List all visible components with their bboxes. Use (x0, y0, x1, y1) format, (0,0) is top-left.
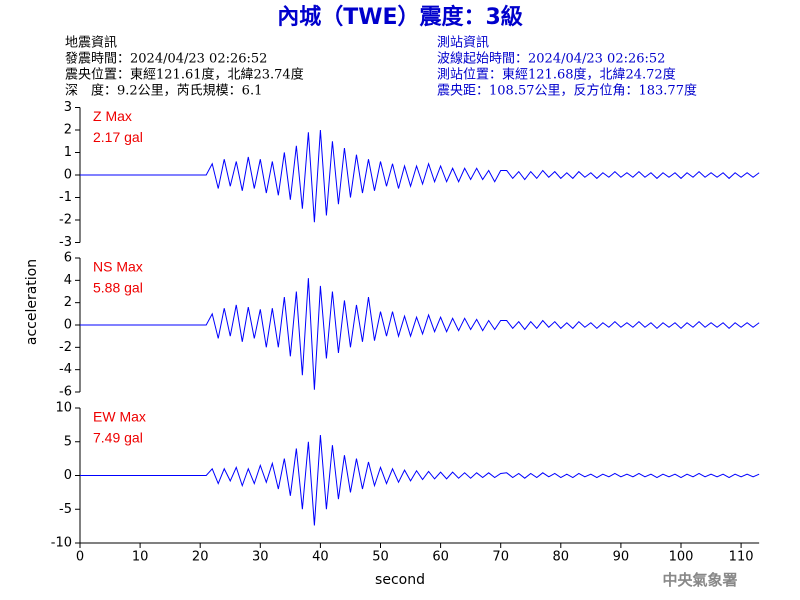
y-tick-label: 4 (64, 273, 72, 288)
y-tick-label: 0 (64, 318, 72, 333)
annotation: 2.17 gal (93, 129, 143, 145)
x-tick-label: 40 (312, 550, 329, 565)
annotation: EW Max (93, 409, 146, 425)
x-tick-label: 80 (553, 550, 570, 565)
annotation: Z Max (93, 108, 132, 124)
info-line: 震央距：108.57公里，反方位角：183.77度 (437, 83, 697, 99)
y-tick-label: 6 (64, 251, 72, 266)
info-line: 波線起始時間：2024/04/23 02:26:52 (437, 51, 665, 67)
x-tick-label: 50 (372, 550, 389, 565)
y-tick-label: -3 (59, 235, 72, 250)
y-tick-label: 2 (64, 123, 72, 138)
y-tick-label: 2 (64, 295, 72, 310)
info-line: 測站資訊 (437, 36, 489, 51)
x-axis-label: second (375, 572, 425, 588)
y-tick-label: -2 (59, 213, 72, 228)
waveform (80, 434, 760, 526)
x-tick-label: 0 (76, 550, 84, 565)
x-tick-label: 60 (432, 550, 449, 565)
y-tick-label: -1 (59, 190, 72, 205)
x-tick-label: 70 (492, 550, 509, 565)
footer: 中央氣象署 (662, 571, 737, 589)
info-line: 深 度：9.2公里，芮氏規模：6.1 (65, 83, 262, 99)
x-tick-label: 30 (252, 550, 269, 565)
y-tick-label: 0 (64, 168, 72, 183)
y-tick-label: -2 (59, 340, 72, 355)
info-line: 測站位置：東經121.68度，北緯24.72度 (437, 67, 676, 83)
x-tick-label: 110 (729, 550, 754, 565)
y-tick-label: -4 (59, 362, 72, 377)
y-tick-label: 3 (64, 100, 72, 115)
annotation: 5.88 gal (93, 280, 143, 296)
y-tick-label: 5 (64, 434, 72, 449)
y-tick-label: -10 (51, 536, 72, 551)
info-line: 地震資訊 (65, 36, 117, 51)
chart-title: 內城（TWE）震度：3級 (277, 4, 523, 30)
waveform (80, 129, 760, 223)
annotation: NS Max (93, 259, 143, 275)
y-tick-label: 0 (64, 468, 72, 483)
y-tick-label: -5 (59, 502, 72, 517)
x-tick-label: 100 (669, 550, 694, 565)
y-axis-label: acceleration (24, 259, 40, 345)
annotation: 7.49 gal (93, 430, 143, 446)
waveform (80, 278, 760, 390)
info-line: 發震時間：2024/04/23 02:26:52 (65, 52, 267, 67)
info-line: 震央位置：東經121.61度，北緯23.74度 (65, 67, 304, 83)
y-tick-label: 1 (64, 145, 72, 160)
y-tick-label: 10 (55, 401, 72, 416)
x-tick-label: 10 (132, 550, 149, 565)
y-tick-label: -6 (59, 385, 72, 400)
x-tick-label: 90 (613, 550, 630, 565)
x-tick-label: 20 (192, 550, 209, 565)
